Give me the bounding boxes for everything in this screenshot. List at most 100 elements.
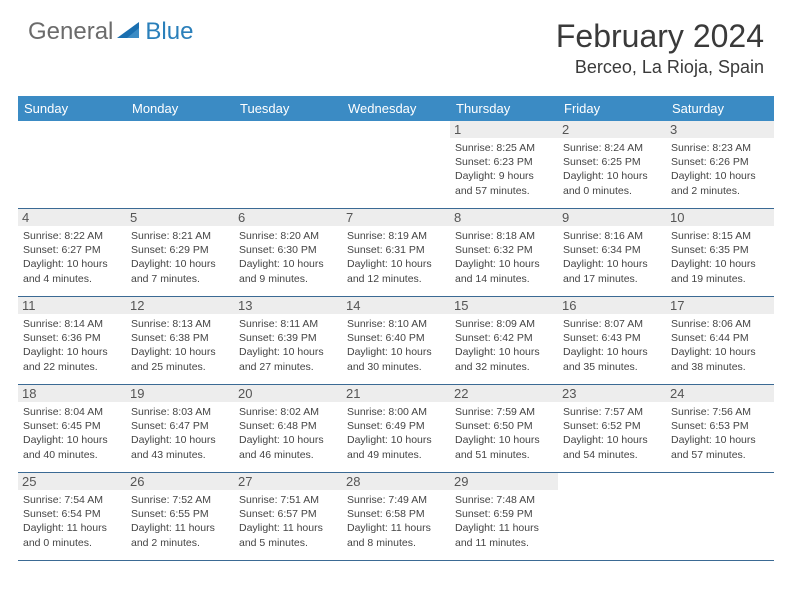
- daylight-text: Daylight: 10 hours and 9 minutes.: [239, 257, 337, 285]
- day-info: Sunrise: 7:49 AMSunset: 6:58 PMDaylight:…: [347, 493, 445, 550]
- day-number: 26: [126, 473, 234, 490]
- brand-part1: General: [28, 18, 113, 46]
- calendar-header-cell: Wednesday: [342, 96, 450, 121]
- sunrise-text: Sunrise: 8:21 AM: [131, 229, 229, 243]
- calendar-day-cell: 2Sunrise: 8:24 AMSunset: 6:25 PMDaylight…: [558, 121, 666, 209]
- day-number: 28: [342, 473, 450, 490]
- day-number: 6: [234, 209, 342, 226]
- sunset-text: Sunset: 6:58 PM: [347, 507, 445, 521]
- sunrise-text: Sunrise: 7:52 AM: [131, 493, 229, 507]
- sunset-text: Sunset: 6:50 PM: [455, 419, 553, 433]
- calendar-day-cell: 22Sunrise: 7:59 AMSunset: 6:50 PMDayligh…: [450, 385, 558, 473]
- day-number: 25: [18, 473, 126, 490]
- day-number: 11: [18, 297, 126, 314]
- calendar-day-cell: 4Sunrise: 8:22 AMSunset: 6:27 PMDaylight…: [18, 209, 126, 297]
- sunrise-text: Sunrise: 8:03 AM: [131, 405, 229, 419]
- calendar-day-cell: 15Sunrise: 8:09 AMSunset: 6:42 PMDayligh…: [450, 297, 558, 385]
- day-info: Sunrise: 7:48 AMSunset: 6:59 PMDaylight:…: [455, 493, 553, 550]
- calendar-day-cell: 11 Sunrise: 8:14 AMSunset: 6:36 PMDayligh…: [18, 297, 126, 385]
- daylight-text: Daylight: 10 hours and 46 minutes.: [239, 433, 337, 461]
- calendar-day-cell: 25 Sunrise: 7:54 AMSunset: 6:54 PMDayligh…: [18, 473, 126, 561]
- calendar-day-cell: 16Sunrise: 8:07 AMSunset: 6:43 PMDayligh…: [558, 297, 666, 385]
- calendar-day-cell: 10Sunrise: 8:15 AMSunset: 6:35 PMDayligh…: [666, 209, 774, 297]
- sunset-text: Sunset: 6:27 PM: [23, 243, 121, 257]
- day-number: 23: [558, 385, 666, 402]
- sunrise-text: Sunrise: 8:22 AM: [23, 229, 121, 243]
- sunset-text: Sunset: 6:40 PM: [347, 331, 445, 345]
- calendar-day-cell: 28 Sunrise: 7:49 AMSunset: 6:58 PMDayligh…: [342, 473, 450, 561]
- day-info: Sunrise: 8:25 AMSunset: 6:23 PMDaylight:…: [455, 141, 553, 198]
- day-info: Sunrise: 8:11 AMSunset: 6:39 PMDaylight:…: [239, 317, 337, 374]
- sunrise-text: Sunrise: 8:14 AM: [23, 317, 121, 331]
- daylight-text: Daylight: 11 hours and 11 minutes.: [455, 521, 553, 549]
- sunset-text: Sunset: 6:42 PM: [455, 331, 553, 345]
- day-number: 3: [666, 121, 774, 138]
- sunrise-text: Sunrise: 7:59 AM: [455, 405, 553, 419]
- day-number: 1: [450, 121, 558, 138]
- sunrise-text: Sunrise: 7:48 AM: [455, 493, 553, 507]
- calendar-header-cell: Saturday: [666, 96, 774, 121]
- daylight-text: Daylight: 10 hours and 30 minutes.: [347, 345, 445, 373]
- daylight-text: Daylight: 10 hours and 19 minutes.: [671, 257, 769, 285]
- day-number: 29: [450, 473, 558, 490]
- daylight-text: Daylight: 11 hours and 8 minutes.: [347, 521, 445, 549]
- daylight-text: Daylight: 10 hours and 7 minutes.: [131, 257, 229, 285]
- sunset-text: Sunset: 6:31 PM: [347, 243, 445, 257]
- day-number: 9: [558, 209, 666, 226]
- sunrise-text: Sunrise: 8:16 AM: [563, 229, 661, 243]
- sunrise-text: Sunrise: 8:18 AM: [455, 229, 553, 243]
- day-number: 8: [450, 209, 558, 226]
- location-subtitle: Berceo, La Rioja, Spain: [556, 57, 764, 78]
- sunrise-text: Sunrise: 8:04 AM: [23, 405, 121, 419]
- daylight-text: Daylight: 10 hours and 14 minutes.: [455, 257, 553, 285]
- sunset-text: Sunset: 6:30 PM: [239, 243, 337, 257]
- day-info: Sunrise: 8:10 AMSunset: 6:40 PMDaylight:…: [347, 317, 445, 374]
- daylight-text: Daylight: 10 hours and 40 minutes.: [23, 433, 121, 461]
- daylight-text: Daylight: 10 hours and 38 minutes.: [671, 345, 769, 373]
- daylight-text: Daylight: 11 hours and 2 minutes.: [131, 521, 229, 549]
- sunrise-text: Sunrise: 8:23 AM: [671, 141, 769, 155]
- calendar-day-cell: 8 Sunrise: 8:18 AMSunset: 6:32 PMDaylight…: [450, 209, 558, 297]
- sunset-text: Sunset: 6:36 PM: [23, 331, 121, 345]
- sunrise-text: Sunrise: 7:57 AM: [563, 405, 661, 419]
- sunset-text: Sunset: 6:39 PM: [239, 331, 337, 345]
- sunset-text: Sunset: 6:38 PM: [131, 331, 229, 345]
- day-number: 16: [558, 297, 666, 314]
- day-info: Sunrise: 7:57 AMSunset: 6:52 PMDaylight:…: [563, 405, 661, 462]
- calendar-day-cell: 5Sunrise: 8:21 AMSunset: 6:29 PMDaylight…: [126, 209, 234, 297]
- calendar-day-cell: 27Sunrise: 7:51 AMSunset: 6:57 PMDayligh…: [234, 473, 342, 561]
- sunset-text: Sunset: 6:32 PM: [455, 243, 553, 257]
- calendar-header-cell: Sunday: [18, 96, 126, 121]
- sunrise-text: Sunrise: 8:11 AM: [239, 317, 337, 331]
- day-number: 20: [234, 385, 342, 402]
- day-number: 18: [18, 385, 126, 402]
- day-number: 12: [126, 297, 234, 314]
- day-number: 17: [666, 297, 774, 314]
- day-info: Sunrise: 8:14 AMSunset: 6:36 PMDaylight:…: [23, 317, 121, 374]
- day-info: Sunrise: 7:54 AMSunset: 6:54 PMDaylight:…: [23, 493, 121, 550]
- day-info: Sunrise: 8:22 AMSunset: 6:27 PMDaylight:…: [23, 229, 121, 286]
- sunrise-text: Sunrise: 8:24 AM: [563, 141, 661, 155]
- title-block: February 2024 Berceo, La Rioja, Spain: [556, 18, 764, 78]
- brand-triangle-icon: [117, 20, 143, 45]
- day-info: Sunrise: 8:09 AMSunset: 6:42 PMDaylight:…: [455, 317, 553, 374]
- day-number: 14: [342, 297, 450, 314]
- sunrise-text: Sunrise: 8:20 AM: [239, 229, 337, 243]
- day-info: Sunrise: 8:20 AMSunset: 6:30 PMDaylight:…: [239, 229, 337, 286]
- calendar-day-cell: 3 Sunrise: 8:23 AMSunset: 6:26 PMDaylight…: [666, 121, 774, 209]
- sunset-text: Sunset: 6:53 PM: [671, 419, 769, 433]
- sunrise-text: Sunrise: 7:49 AM: [347, 493, 445, 507]
- sunrise-text: Sunrise: 8:13 AM: [131, 317, 229, 331]
- calendar-empty-cell: [126, 121, 234, 209]
- day-info: Sunrise: 7:59 AMSunset: 6:50 PMDaylight:…: [455, 405, 553, 462]
- calendar-day-cell: 17Sunrise: 8:06 AMSunset: 6:44 PMDayligh…: [666, 297, 774, 385]
- sunset-text: Sunset: 6:26 PM: [671, 155, 769, 169]
- day-number: 2: [558, 121, 666, 138]
- calendar-day-cell: 29 Sunrise: 7:48 AMSunset: 6:59 PMDayligh…: [450, 473, 558, 561]
- sunset-text: Sunset: 6:35 PM: [671, 243, 769, 257]
- calendar-day-cell: 1 Sunrise: 8:25 AMSunset: 6:23 PMDaylight…: [450, 121, 558, 209]
- sunset-text: Sunset: 6:48 PM: [239, 419, 337, 433]
- day-number: 21: [342, 385, 450, 402]
- sunrise-text: Sunrise: 8:06 AM: [671, 317, 769, 331]
- day-info: Sunrise: 8:23 AMSunset: 6:26 PMDaylight:…: [671, 141, 769, 198]
